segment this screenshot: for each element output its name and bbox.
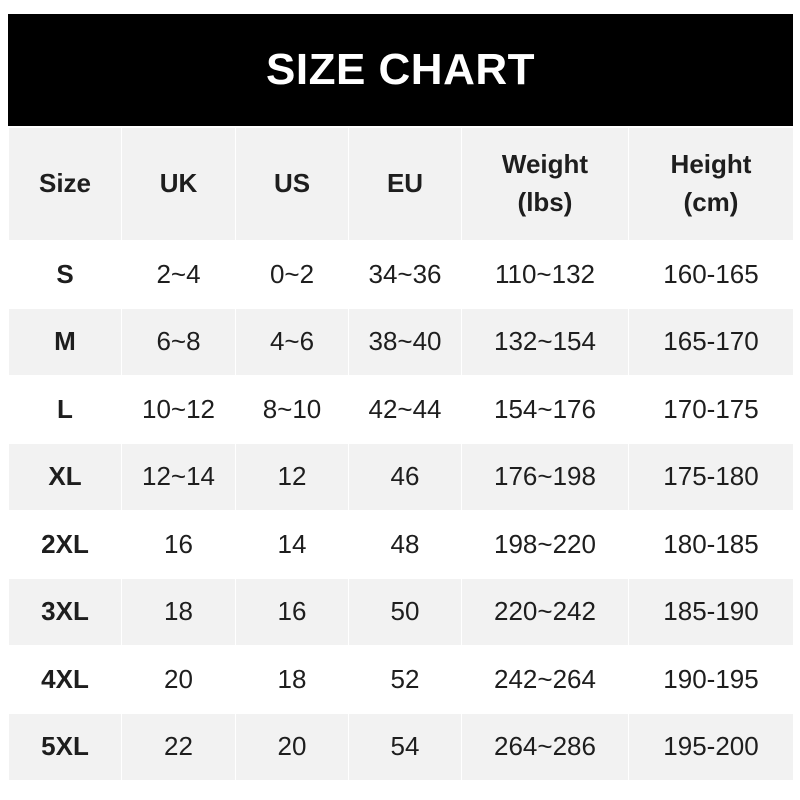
- cell-height: 195-200: [628, 712, 794, 781]
- header-label: Weight: [501, 149, 589, 180]
- cell-us: 8~10: [235, 375, 349, 444]
- cell-weight: 154~176: [461, 375, 629, 444]
- table-row: 5XL 22 20 54 264~286 195-200: [8, 712, 794, 781]
- cell-us: 16: [235, 577, 349, 646]
- header-uk: UK: [121, 127, 236, 241]
- cell-weight: 220~242: [461, 577, 629, 646]
- cell-weight: 110~132: [461, 240, 629, 309]
- cell-uk: 20: [121, 645, 236, 714]
- header-label: Size: [38, 168, 92, 199]
- cell-weight: 242~264: [461, 645, 629, 714]
- cell-us: 14: [235, 510, 349, 579]
- cell-eu: 46: [348, 442, 462, 511]
- cell-height: 180-185: [628, 510, 794, 579]
- cell-height: 175-180: [628, 442, 794, 511]
- cell-size: 2XL: [8, 510, 122, 579]
- cell-us: 12: [235, 442, 349, 511]
- cell-eu: 54: [348, 712, 462, 781]
- table-row: XL 12~14 12 46 176~198 175-180: [8, 442, 794, 511]
- cell-us: 18: [235, 645, 349, 714]
- header-unit: (cm): [683, 187, 739, 217]
- cell-uk: 22: [121, 712, 236, 781]
- cell-uk: 2~4: [121, 240, 236, 309]
- cell-us: 4~6: [235, 307, 349, 376]
- header-label: US: [273, 168, 311, 199]
- header-weight: Weight (lbs): [461, 127, 629, 241]
- header-eu: EU: [348, 127, 462, 241]
- size-chart-title: SIZE CHART: [8, 14, 793, 126]
- header-us: US: [235, 127, 349, 241]
- cell-eu: 48: [348, 510, 462, 579]
- cell-size: S: [8, 240, 122, 309]
- cell-eu: 34~36: [348, 240, 462, 309]
- cell-eu: 42~44: [348, 375, 462, 444]
- table-row: S 2~4 0~2 34~36 110~132 160-165: [8, 240, 794, 309]
- cell-us: 20: [235, 712, 349, 781]
- cell-eu: 38~40: [348, 307, 462, 376]
- cell-size: M: [8, 307, 122, 376]
- cell-height: 190-195: [628, 645, 794, 714]
- cell-uk: 12~14: [121, 442, 236, 511]
- cell-weight: 198~220: [461, 510, 629, 579]
- cell-uk: 6~8: [121, 307, 236, 376]
- cell-weight: 264~286: [461, 712, 629, 781]
- table-row: 3XL 18 16 50 220~242 185-190: [8, 577, 794, 646]
- cell-uk: 18: [121, 577, 236, 646]
- cell-height: 185-190: [628, 577, 794, 646]
- header-height: Height (cm): [628, 127, 794, 241]
- table-row: 4XL 20 18 52 242~264 190-195: [8, 645, 794, 714]
- size-chart-table: Size UK US EU Weight (lbs) Height (cm) S 2~…: [8, 127, 794, 781]
- cell-uk: 16: [121, 510, 236, 579]
- header-label: EU: [386, 168, 424, 199]
- cell-eu: 52: [348, 645, 462, 714]
- table-row: M 6~8 4~6 38~40 132~154 165-170: [8, 307, 794, 376]
- cell-size: 4XL: [8, 645, 122, 714]
- cell-weight: 176~198: [461, 442, 629, 511]
- header-label: UK: [159, 168, 198, 199]
- cell-eu: 50: [348, 577, 462, 646]
- table-row: 2XL 16 14 48 198~220 180-185: [8, 510, 794, 579]
- cell-height: 165-170: [628, 307, 794, 376]
- cell-height: 170-175: [628, 375, 794, 444]
- cell-height: 160-165: [628, 240, 794, 309]
- cell-size: XL: [8, 442, 122, 511]
- header-size: Size: [8, 127, 122, 241]
- cell-uk: 10~12: [121, 375, 236, 444]
- header-unit: (lbs): [517, 187, 573, 217]
- cell-size: 5XL: [8, 712, 122, 781]
- header-row: Size UK US EU Weight (lbs) Height (cm): [8, 127, 794, 241]
- table-row: L 10~12 8~10 42~44 154~176 170-175: [8, 375, 794, 444]
- cell-size: 3XL: [8, 577, 122, 646]
- header-label: Height: [670, 149, 752, 180]
- cell-size: L: [8, 375, 122, 444]
- cell-us: 0~2: [235, 240, 349, 309]
- cell-weight: 132~154: [461, 307, 629, 376]
